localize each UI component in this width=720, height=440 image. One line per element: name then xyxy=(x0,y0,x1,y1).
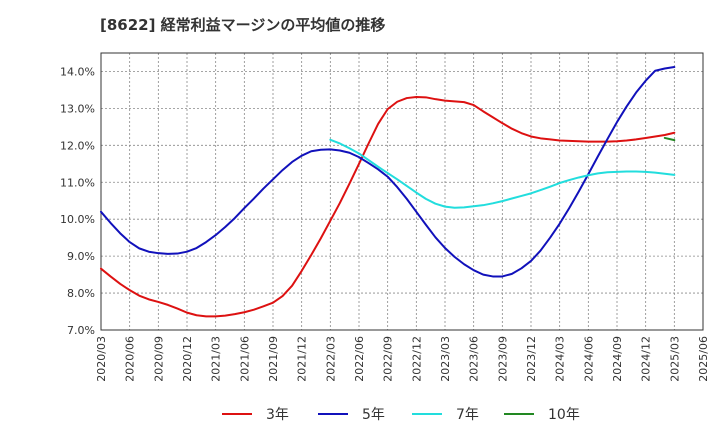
chart-title: [8622] 経常利益マージンの平均値の推移 xyxy=(100,16,386,34)
x-tick-label: 2023/06 xyxy=(468,336,481,382)
x-tick-label: 2021/03 xyxy=(210,336,223,382)
plot-frame xyxy=(100,52,704,331)
x-tick-label: 2024/12 xyxy=(640,336,653,382)
y-tick-label: 11.0% xyxy=(60,176,95,189)
legend-label-1: 3年 xyxy=(266,407,289,423)
series-line-4 xyxy=(663,136,676,142)
y-tick-label: 10.0% xyxy=(60,213,95,226)
x-tick-label: 2022/12 xyxy=(410,336,423,382)
x-tick-label: 2024/09 xyxy=(611,336,624,382)
series-line-3 xyxy=(329,138,676,209)
x-tick-label: 2025/03 xyxy=(668,336,681,382)
x-tick-label: 2021/09 xyxy=(267,336,280,382)
x-tick-label: 2023/12 xyxy=(525,336,538,382)
y-tick-label: 13.0% xyxy=(60,102,95,115)
x-tick-label: 2024/03 xyxy=(554,336,567,382)
legend-label-3: 7年 xyxy=(456,407,479,423)
x-tick-label: 2020/03 xyxy=(95,336,108,382)
y-tick-label: 8.0% xyxy=(67,287,95,300)
x-tick-label: 2022/03 xyxy=(324,336,337,382)
x-tick-label: 2023/03 xyxy=(439,336,452,382)
x-tick-label: 2021/06 xyxy=(238,336,251,382)
x-tick-label: 2022/09 xyxy=(382,336,395,382)
y-tick-label: 14.0% xyxy=(60,65,95,78)
x-tick-label: 2023/09 xyxy=(496,336,509,382)
x-tick-label: 2025/06 xyxy=(697,336,710,382)
x-tick-label: 2020/09 xyxy=(152,336,165,382)
y-tick-label: 9.0% xyxy=(67,250,95,263)
legend-label-4: 10年 xyxy=(548,407,580,423)
x-tick-label: 2020/06 xyxy=(124,336,137,382)
x-tick-label: 2024/06 xyxy=(582,336,595,382)
y-tick-label: 12.0% xyxy=(60,139,95,152)
legend-label-2: 5年 xyxy=(362,407,385,423)
x-tick-label: 2020/12 xyxy=(181,336,194,382)
x-tick-label: 2022/06 xyxy=(353,336,366,382)
x-tick-label: 2021/12 xyxy=(296,336,309,382)
y-tick-label: 7.0% xyxy=(67,324,95,337)
series-line-2 xyxy=(100,66,676,278)
series-line-1 xyxy=(100,95,676,318)
